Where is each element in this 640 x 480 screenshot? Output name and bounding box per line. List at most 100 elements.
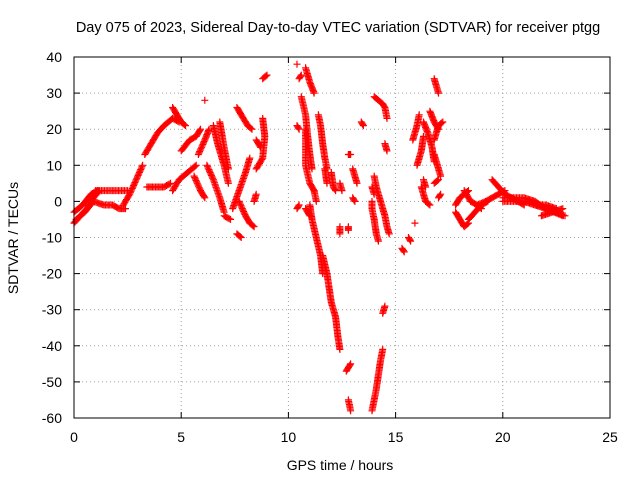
data-point [347, 151, 355, 158]
data-point [201, 194, 209, 202]
data-point [351, 197, 359, 205]
data-point [347, 360, 355, 368]
data-point [338, 187, 346, 195]
data-point [252, 190, 260, 198]
data-point [346, 361, 354, 369]
data-point [196, 126, 204, 134]
data-point [310, 89, 318, 97]
data-points [70, 60, 569, 415]
data-point [436, 191, 444, 199]
y-tick-label: 20 [46, 121, 62, 137]
data-point [332, 187, 340, 195]
data-point [180, 121, 188, 129]
data-point [435, 176, 442, 184]
data-point [250, 223, 258, 231]
data-point [246, 154, 254, 162]
data-point [297, 71, 305, 79]
y-tick-label: -40 [42, 338, 62, 354]
x-tick-label: 20 [495, 429, 511, 445]
data-point [347, 407, 355, 415]
grid-lines [74, 57, 610, 418]
data-point [236, 233, 244, 241]
data-point [249, 222, 257, 230]
data-point [139, 161, 147, 169]
data-point [262, 72, 270, 80]
plot-frame [73, 56, 611, 419]
data-point [336, 230, 344, 238]
axis-tick-labels: 0 5 10 15 20 25 -60 -50 -40 -30 -20 -10 0 10 20 30 40 [42, 49, 618, 445]
data-point [406, 236, 414, 244]
data-point [420, 132, 427, 140]
data-point [439, 118, 447, 126]
data-point [227, 215, 234, 223]
data-point [422, 183, 430, 191]
data-point [295, 201, 303, 209]
data-point [350, 196, 358, 204]
data-point [559, 205, 567, 213]
data-point [293, 60, 301, 68]
data-point [167, 179, 174, 187]
data-point [400, 247, 407, 255]
y-tick-label: -20 [42, 266, 62, 282]
data-point [247, 124, 255, 132]
y-tick-label: 10 [46, 157, 62, 173]
data-point [379, 345, 387, 353]
x-tick-label: 10 [281, 429, 297, 445]
data-point [237, 234, 245, 241]
x-tick-label: 15 [388, 429, 404, 445]
data-point [225, 215, 233, 223]
data-point [331, 185, 339, 193]
chart-title: Day 075 of 2023, Sidereal Day-to-day VTE… [76, 20, 600, 36]
y-tick-label: -30 [42, 302, 62, 318]
data-point [259, 114, 267, 122]
data-point [122, 205, 129, 213]
data-point [294, 124, 302, 132]
data-point [336, 345, 344, 353]
y-tick-label: -50 [42, 374, 62, 390]
x-tick-label: 0 [70, 429, 78, 445]
data-point [197, 125, 204, 133]
data-point [374, 237, 382, 245]
data-point [400, 248, 408, 256]
y-axis-label: SDTVAR / TECUs [5, 182, 21, 294]
data-point [561, 212, 569, 220]
data-point [165, 180, 173, 188]
data-point [256, 142, 264, 150]
data-point [224, 179, 232, 187]
data-point [312, 197, 320, 205]
data-point [323, 179, 331, 187]
data-point [344, 226, 352, 234]
data-point [257, 143, 264, 151]
data-point [437, 172, 445, 180]
data-point [263, 71, 271, 79]
data-point [463, 220, 471, 228]
data-point [294, 202, 302, 210]
data-point [248, 125, 256, 133]
y-tick-label: 40 [46, 49, 62, 65]
data-point [425, 200, 433, 208]
data-point [224, 165, 232, 173]
x-tick-label: 5 [177, 429, 185, 445]
data-point [438, 119, 446, 127]
y-tick-label: -60 [42, 410, 62, 426]
data-point [191, 162, 199, 170]
y-tick-label: 30 [46, 85, 62, 101]
data-point [426, 201, 434, 209]
data-point [182, 122, 189, 130]
data-point [383, 147, 391, 155]
y-tick-label: 0 [54, 193, 62, 209]
data-point [411, 219, 419, 227]
data-point [297, 72, 304, 80]
data-point [201, 96, 209, 104]
data-point [192, 161, 200, 169]
data-point [381, 302, 389, 310]
data-point [359, 122, 367, 130]
data-point [433, 177, 441, 185]
data-point [295, 125, 303, 133]
data-point [435, 89, 442, 97]
data-point [385, 230, 393, 238]
data-point [383, 114, 391, 122]
x-tick-label: 25 [602, 429, 618, 445]
data-point [407, 237, 415, 245]
